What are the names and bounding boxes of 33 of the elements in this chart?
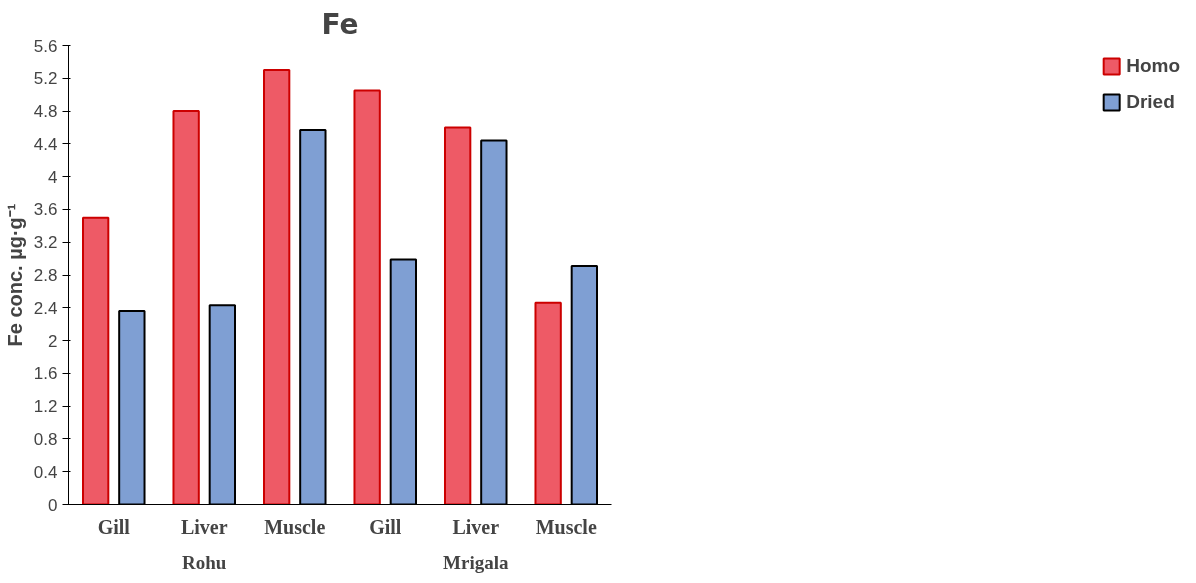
- x-tick-label: Gill: [97, 515, 131, 538]
- x-tick-label: Liver: [180, 515, 228, 538]
- bar: [172, 110, 200, 505]
- text: Mrigala: [443, 551, 509, 573]
- bar: [81, 216, 110, 505]
- bar: [534, 301, 562, 505]
- y-tick-label: 3.2: [33, 233, 58, 253]
- y-tick-label: 4: [48, 167, 58, 187]
- y-tick-label: 0.8: [33, 429, 58, 449]
- bar: [262, 69, 291, 505]
- y-tick-label: 0.4: [33, 462, 58, 482]
- bar: [353, 89, 381, 505]
- x-tick-label: Muscle: [264, 515, 326, 538]
- y-axis-title: Fe conc. µg·g⁻¹: [3, 203, 26, 347]
- y-tick-label: 0: [48, 495, 58, 515]
- y-tick-label: 1.6: [33, 364, 58, 384]
- y-tick-label: 4.8: [33, 102, 58, 122]
- y-tick-label: 3.6: [33, 200, 58, 220]
- text: Rohu: [182, 551, 227, 573]
- y-tick-label: 2: [48, 331, 58, 351]
- y-tick-label: 5.6: [33, 36, 58, 56]
- y-tick-label: 5.2: [33, 69, 58, 89]
- x-tick-label: Muscle: [535, 515, 597, 538]
- y-tick-label: 2.8: [33, 266, 58, 285]
- x-tick-label: Gill: [369, 515, 402, 538]
- y-tick-label: 4.4: [33, 134, 58, 154]
- x-tick-label: Liver: [452, 515, 500, 538]
- bar: [443, 126, 472, 505]
- y-tick-label: 1.2: [33, 397, 58, 417]
- chart-title: Fe: [321, 7, 359, 41]
- legend-label: Dried: [1126, 91, 1175, 113]
- legend-label: Homo: [1126, 55, 1180, 77]
- y-tick-label: 2.4: [33, 298, 58, 318]
